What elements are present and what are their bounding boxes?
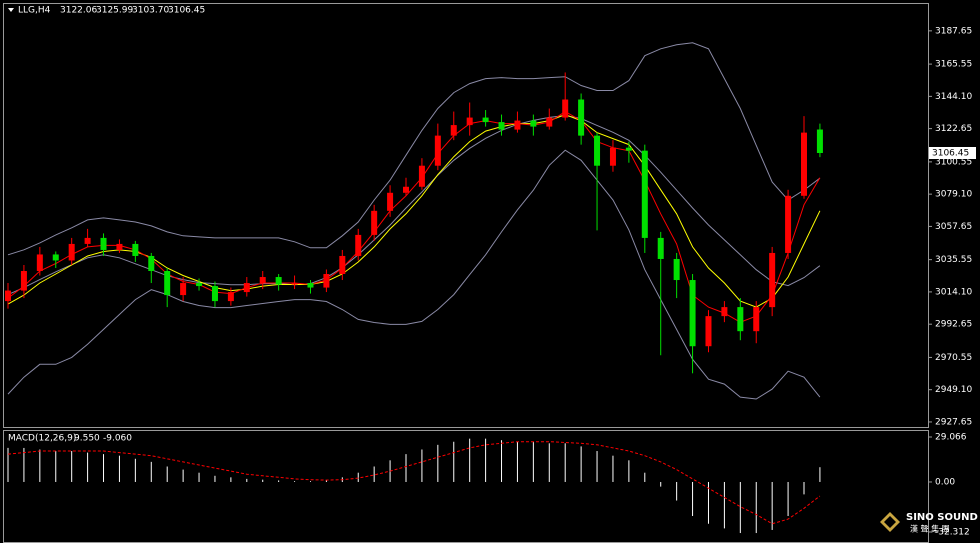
y-tick-label: 29.066 — [935, 433, 967, 443]
candle-body — [323, 274, 330, 288]
candle-body — [816, 129, 823, 153]
y-tick-label: -32.312 — [935, 527, 970, 537]
menu-triangle — [8, 8, 14, 12]
candle-body — [339, 255, 346, 275]
candle-body — [434, 135, 441, 166]
candle-body — [20, 271, 27, 291]
candle-body — [721, 307, 728, 317]
y-tick-label: 3035.55 — [935, 255, 972, 265]
candle-body — [673, 258, 680, 281]
y-tick-label: 3122.65 — [935, 124, 972, 134]
y-tick-label: 0.00 — [935, 477, 955, 487]
candle-body — [466, 117, 473, 126]
candle-body — [100, 237, 107, 250]
candle-body — [753, 307, 760, 332]
candle-body — [785, 195, 792, 253]
candle-body — [657, 237, 664, 259]
y-tick-label: 3187.65 — [935, 26, 972, 36]
logo-text: SINO SOUND — [906, 512, 978, 523]
candle-body — [689, 280, 696, 347]
candle-body — [737, 307, 744, 332]
candle-body — [243, 283, 250, 293]
candle-body — [5, 290, 11, 302]
y-tick-label: 3057.65 — [935, 222, 972, 232]
candle-body — [36, 254, 43, 272]
candle-body — [514, 120, 521, 130]
candle-body — [418, 165, 425, 187]
candle-body — [275, 277, 282, 285]
logo-icon-inner — [884, 516, 896, 528]
candle-body — [403, 186, 409, 193]
candle-body — [482, 117, 489, 123]
overlay-line — [7, 114, 821, 296]
candle-body — [164, 271, 171, 296]
candle-body — [705, 316, 712, 347]
candle-body — [625, 147, 632, 151]
candle-body — [641, 150, 648, 238]
candle-body — [355, 234, 362, 256]
main-pane-border — [3, 3, 929, 428]
logo: SINO SOUND 漢 聲 集 團 — [880, 512, 978, 534]
candle-body — [307, 283, 314, 288]
y-tick-label: 2970.55 — [935, 353, 972, 363]
y-tick-label: 3014.10 — [935, 287, 972, 297]
overlay-line — [7, 149, 821, 400]
header-high: 3125.99 — [96, 6, 133, 16]
candle-body — [84, 237, 91, 244]
header-low: 3103.70 — [132, 6, 169, 16]
candle-body — [52, 254, 59, 261]
candle-body — [769, 252, 776, 308]
candle-body — [291, 283, 298, 285]
header-open: 3122.06 — [60, 6, 97, 16]
macd-signal-line — [7, 441, 821, 525]
candle-body — [68, 243, 75, 261]
candle-body — [180, 283, 187, 296]
candle-body — [227, 292, 234, 302]
macd-label: MACD(12,26,9) — [8, 434, 76, 444]
candle-body — [450, 125, 457, 136]
candle-body — [196, 283, 203, 287]
header-close: 3106.45 — [168, 6, 205, 16]
y-tick-label: 2992.65 — [935, 320, 972, 330]
candle-body — [530, 120, 537, 127]
y-tick-label: 2949.10 — [935, 385, 972, 395]
overlay-line — [7, 111, 821, 323]
candle-body — [498, 122, 505, 130]
candle-body — [371, 210, 378, 235]
y-tick-label: 3165.55 — [935, 60, 972, 70]
overlay-line — [7, 42, 821, 256]
candle-body — [211, 286, 218, 302]
macd-value: 9.550 — [74, 434, 100, 444]
candle-body — [801, 132, 807, 196]
y-tick-label: 3144.10 — [935, 92, 972, 102]
y-tick-label: 3100.55 — [935, 157, 972, 167]
candle-body — [562, 99, 569, 118]
macd-signal-value: -9.060 — [103, 434, 132, 444]
y-tick-label: 3079.10 — [935, 190, 972, 200]
y-tick-label: 2927.65 — [935, 417, 972, 427]
candle-body — [116, 243, 123, 250]
candle-body — [148, 255, 155, 272]
candle-body — [132, 243, 139, 256]
last-price-label: 3106.45 — [932, 148, 969, 158]
candle-body — [259, 277, 266, 284]
candle-body — [546, 117, 553, 127]
candle-body — [594, 135, 601, 166]
candle-body — [578, 99, 585, 136]
header-symbol: LLG,H4 — [18, 6, 51, 16]
candle-body — [609, 147, 616, 166]
last-price-box — [929, 146, 976, 159]
logo-subtext: 漢 聲 集 團 — [910, 524, 950, 534]
candle-body — [387, 192, 394, 211]
